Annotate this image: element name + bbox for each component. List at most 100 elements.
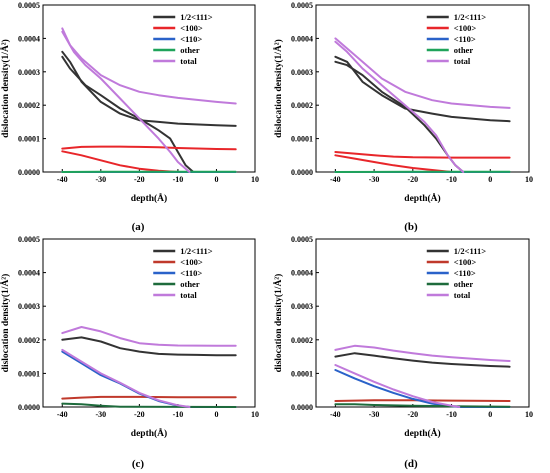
chart-panel-b: -40 -30 -20 -10 0 10 0.0000 0.0001 0.0002 0.0003 0…	[272, 1, 533, 204]
series-line-lower	[61, 150, 237, 173]
series-line-upper	[61, 145, 237, 151]
legend-label: other	[180, 45, 200, 55]
series-line-upper	[61, 336, 237, 357]
x-tick-label: -30	[95, 175, 106, 184]
legend-label: <110>	[454, 268, 476, 278]
series-line-lower	[61, 30, 191, 173]
legend-label: <110>	[454, 34, 476, 44]
panel-caption: (b)	[404, 221, 418, 233]
x-tick-label: -40	[57, 175, 68, 184]
series-line-upper	[61, 27, 237, 105]
series-line-upper	[334, 399, 511, 402]
legend-label: total	[180, 290, 197, 300]
series-line-upper	[61, 50, 237, 127]
y-tick-label: 0.0003	[18, 68, 40, 77]
y-axis-title: dislocation density(1/Å²)	[272, 39, 284, 138]
y-tick-label: 0.0005	[18, 1, 40, 10]
series-line-upper	[334, 151, 511, 159]
y-tick-label: 0.0002	[18, 101, 40, 110]
legend-label: total	[454, 56, 471, 66]
x-tick-label: -30	[369, 410, 380, 419]
legend-label: other	[454, 279, 474, 289]
y-axis-title: dislocation density(1/Å²)	[0, 274, 11, 373]
y-tick-label: 0.0000	[291, 168, 313, 177]
y-tick-label: 0.0005	[291, 235, 313, 244]
chart-panel-d: -40 -30 -20 -10 0 10 0.0000 0.0001 0.0002 0.0003 0…	[272, 235, 533, 439]
legend-label: total	[454, 290, 471, 300]
series-line-upper	[334, 403, 511, 408]
y-tick-label: 0.0001	[18, 369, 40, 378]
series-line-upper	[61, 326, 237, 347]
y-tick-label: 0.0001	[291, 369, 313, 378]
y-axis-title: dislocation density(1/Å²)	[0, 39, 11, 138]
series-line-upper	[61, 350, 237, 408]
legend-label: total	[180, 56, 197, 66]
y-axis-title: dislocation density(1/Å²)	[272, 274, 284, 373]
legend-label: 1/2<111>	[454, 246, 487, 256]
panel-caption: (a)	[132, 221, 145, 233]
x-tick-label: -30	[369, 175, 380, 184]
y-tick-label: 0.0000	[18, 168, 40, 177]
x-tick-label: -20	[407, 175, 418, 184]
x-tick-label: -10	[446, 175, 457, 184]
panel-caption: (d)	[404, 458, 418, 470]
y-tick-label: 0.0003	[18, 302, 40, 311]
y-tick-label: 0.0004	[291, 269, 313, 278]
x-tick-label: -20	[134, 410, 145, 419]
series-line-upper	[334, 344, 511, 362]
series-line-upper	[61, 402, 237, 408]
x-tick-label: -10	[173, 410, 184, 419]
x-axis-title: depth(Å)	[404, 427, 440, 439]
x-axis-title: depth(Å)	[131, 192, 167, 204]
x-tick-label: -40	[57, 410, 68, 419]
y-tick-label: 0.0001	[18, 135, 40, 144]
x-tick-label: -10	[446, 410, 457, 419]
y-tick-label: 0.0003	[291, 68, 313, 77]
series-line-upper	[334, 37, 511, 109]
x-tick-label: 10	[525, 175, 533, 184]
y-tick-label: 0.0001	[291, 135, 313, 144]
y-tick-label: 0.0002	[18, 336, 40, 345]
series-line-lower	[334, 60, 465, 173]
x-tick-label: 10	[251, 410, 259, 419]
series-line-upper	[334, 352, 511, 368]
series-line-lower	[334, 40, 465, 173]
legend-label: <100>	[180, 23, 203, 33]
x-tick-label: -10	[173, 175, 184, 184]
x-axis-title: depth(Å)	[131, 427, 167, 439]
x-tick-label: 10	[251, 175, 259, 184]
y-tick-label: 0.0003	[291, 302, 313, 311]
legend-label: other	[180, 279, 200, 289]
x-tick-label: -40	[330, 175, 341, 184]
legend-label: <100>	[454, 257, 477, 267]
y-tick-label: 0.0004	[18, 269, 40, 278]
y-tick-label: 0.0000	[291, 403, 313, 412]
x-tick-label: 10	[525, 410, 533, 419]
series-line-lower	[334, 364, 461, 408]
y-tick-label: 0.0000	[18, 403, 40, 412]
legend-label: <100>	[180, 257, 203, 267]
y-tick-label: 0.0005	[18, 235, 40, 244]
plot-frame	[42, 238, 256, 408]
x-tick-label: 0	[488, 410, 492, 419]
y-tick-label: 0.0004	[18, 34, 40, 43]
legend-label: <110>	[180, 34, 202, 44]
legend-label: 1/2<111>	[180, 12, 213, 22]
series-line-lower	[61, 348, 191, 408]
series-line-upper	[61, 395, 237, 400]
plot-frame	[315, 238, 530, 408]
y-tick-label: 0.0002	[291, 336, 313, 345]
plot-frame	[315, 4, 530, 173]
panel-caption: (c)	[132, 458, 145, 470]
legend-label: 1/2<111>	[454, 12, 487, 22]
y-tick-label: 0.0002	[291, 101, 313, 110]
legend-label: 1/2<111>	[180, 246, 213, 256]
x-axis-title: depth(Å)	[404, 192, 440, 204]
x-tick-label: 0	[488, 175, 492, 184]
y-tick-label: 0.0005	[291, 1, 313, 10]
x-tick-label: -20	[134, 175, 145, 184]
chart-panel-c: -40 -30 -20 -10 0 10 0.0000 0.0001 0.0002 0.0003 0…	[0, 235, 259, 439]
x-tick-label: -40	[330, 410, 341, 419]
y-tick-label: 0.0004	[291, 34, 313, 43]
